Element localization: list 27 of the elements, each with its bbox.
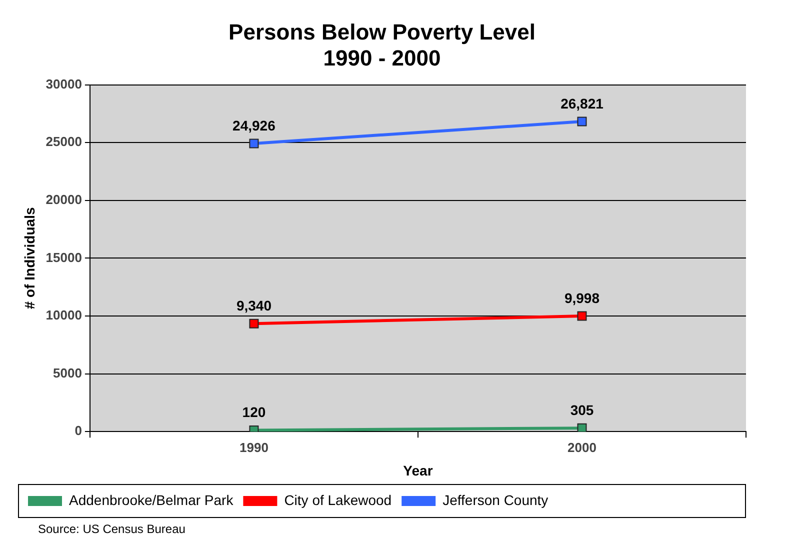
x-tick-label: 1990 — [240, 440, 268, 455]
y-tick-label: 10000 — [46, 308, 82, 323]
legend-label: City of Lakewood — [284, 492, 392, 508]
source-note: Source: US Census Bureau — [38, 522, 186, 536]
point — [249, 138, 259, 148]
data-label: 24,926 — [232, 117, 276, 134]
y-axis-title: # of Individuals — [21, 207, 38, 310]
data-label: 26,821 — [560, 95, 604, 112]
legend-label: Jefferson County — [442, 492, 548, 508]
point — [577, 311, 587, 321]
y-tick-label: 20000 — [46, 192, 82, 207]
y-tick-label: 15000 — [46, 250, 82, 265]
point — [577, 116, 587, 126]
data-label: 9,998 — [564, 290, 600, 306]
data-label: 305 — [570, 402, 594, 418]
x-tick-label: 2000 — [568, 440, 596, 455]
y-tick-label: 30000 — [46, 76, 82, 92]
x-axis-title: Year — [403, 462, 434, 478]
y-tick-label: 0 — [74, 423, 82, 438]
y-tick-label: 25000 — [46, 134, 82, 150]
data-label: 9,340 — [236, 297, 272, 314]
chart-title: Persons Below Poverty Level 1990 - 2000 — [228, 19, 536, 71]
data-label: 120 — [242, 404, 266, 420]
point — [249, 318, 259, 328]
point — [577, 423, 587, 432]
y-tick-label: 5000 — [53, 365, 82, 380]
legend-label: Addenbrooke/Belmar Park — [69, 492, 234, 508]
